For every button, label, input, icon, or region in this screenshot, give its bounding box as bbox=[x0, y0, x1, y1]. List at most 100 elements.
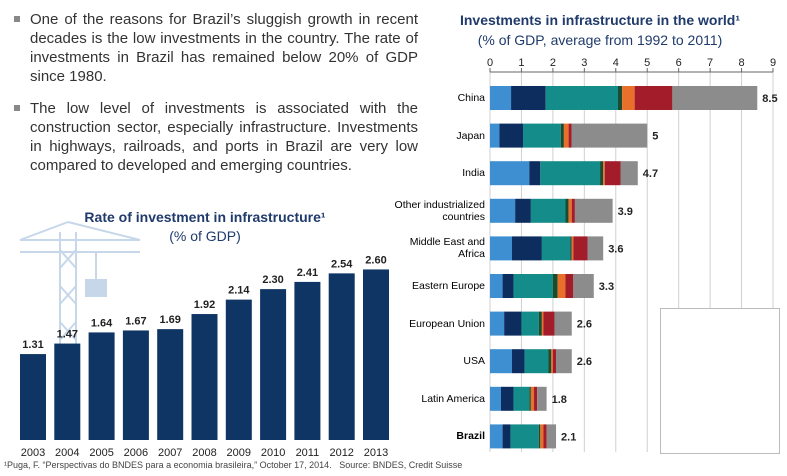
bar bbox=[122, 330, 149, 440]
bar-segment bbox=[557, 274, 566, 298]
value-label: 2.41 bbox=[297, 267, 318, 279]
x-tick-label: 4 bbox=[613, 57, 619, 69]
bar-segment bbox=[541, 236, 571, 261]
bar-segment bbox=[543, 311, 555, 336]
bar-segment bbox=[573, 236, 588, 261]
bar-segment bbox=[490, 86, 512, 110]
chart-title: Investments in infrastructure in the wor… bbox=[459, 12, 741, 28]
bullet-text: One of the reasons for Brazil’s sluggish… bbox=[14, 10, 418, 86]
value-label: 1.69 bbox=[159, 314, 180, 326]
bar-segment bbox=[502, 424, 511, 449]
bar-segment bbox=[570, 236, 572, 261]
bar-segment bbox=[543, 424, 547, 449]
bar-segment bbox=[499, 123, 524, 148]
bar bbox=[88, 332, 115, 440]
x-tick-label: 6 bbox=[676, 57, 682, 69]
bar-segment bbox=[490, 274, 503, 298]
category-label: China bbox=[457, 92, 485, 104]
bar-segment bbox=[501, 386, 514, 411]
bar-segment bbox=[548, 349, 552, 374]
bar-segment bbox=[565, 198, 569, 223]
value-label: 1.31 bbox=[22, 339, 43, 351]
bar-segment bbox=[540, 161, 601, 186]
bar-segment bbox=[512, 349, 525, 374]
category-label: India bbox=[462, 167, 485, 180]
total-label: 2.6 bbox=[577, 319, 592, 331]
bar bbox=[54, 343, 81, 440]
bar-segment bbox=[545, 86, 618, 110]
bar-segment bbox=[513, 274, 553, 298]
x-tick-label: 3 bbox=[581, 57, 587, 69]
bar-segment bbox=[490, 161, 530, 186]
bar-segment bbox=[620, 161, 638, 186]
legend bbox=[660, 308, 780, 454]
total-label: 3.9 bbox=[618, 206, 633, 218]
bar-segment bbox=[490, 198, 516, 223]
bar-segment bbox=[546, 424, 557, 449]
value-label: 1.47 bbox=[57, 329, 78, 341]
x-tick-label: 0 bbox=[487, 57, 493, 69]
bar-segment bbox=[568, 123, 572, 148]
bar bbox=[260, 289, 287, 440]
bar-segment bbox=[512, 236, 542, 261]
bar-segment bbox=[523, 123, 561, 148]
citation: ¹Puga, F. “Perspectivas do BNDES para a … bbox=[4, 460, 332, 470]
bar-segment bbox=[504, 311, 522, 336]
x-tick-label: 2006 bbox=[124, 447, 148, 459]
x-tick-label: 9 bbox=[770, 57, 776, 69]
value-label: 1.67 bbox=[125, 315, 146, 327]
bar-segment bbox=[672, 86, 758, 110]
bar-segment bbox=[554, 311, 572, 336]
total-label: 8.5 bbox=[762, 93, 777, 105]
bar-segment bbox=[515, 198, 531, 223]
bar-segment bbox=[574, 198, 613, 223]
category-label: Latin America bbox=[421, 392, 485, 405]
bar-segment bbox=[529, 161, 541, 186]
total-label: 3.3 bbox=[599, 281, 614, 293]
bar-segment bbox=[540, 424, 544, 449]
x-tick-label: 2013 bbox=[364, 447, 388, 459]
value-label: 2.60 bbox=[365, 254, 386, 266]
category-label: Eastern Europe bbox=[412, 280, 485, 292]
x-tick-label: 2010 bbox=[261, 447, 285, 459]
x-tick-label: 2012 bbox=[329, 447, 353, 459]
value-label: 2.14 bbox=[228, 285, 250, 297]
bar-segment bbox=[490, 349, 513, 374]
x-tick-label: 7 bbox=[707, 57, 713, 69]
bar-segment bbox=[529, 386, 531, 411]
bar-segment bbox=[622, 86, 635, 110]
bar bbox=[294, 281, 321, 440]
category-label: Other industrialized countries bbox=[394, 198, 485, 223]
x-tick-label: 2009 bbox=[227, 447, 251, 459]
bar bbox=[20, 354, 46, 440]
bar-segment bbox=[560, 123, 564, 148]
chart-subtitle: (% of GDP, average from 1992 to 2011) bbox=[477, 32, 723, 48]
bar-segment bbox=[541, 311, 544, 336]
total-label: 1.8 bbox=[552, 394, 567, 406]
bar-segment bbox=[551, 349, 553, 374]
bar-segment bbox=[568, 198, 572, 223]
bar-segment bbox=[604, 161, 621, 186]
bar-segment bbox=[538, 311, 542, 336]
bar-segment bbox=[537, 386, 547, 411]
bar-segment bbox=[634, 86, 673, 110]
bar-segment bbox=[490, 123, 500, 148]
bar-segment bbox=[617, 86, 623, 110]
bar-segment bbox=[563, 123, 569, 148]
bar bbox=[225, 299, 252, 440]
category-label: USA bbox=[463, 355, 485, 368]
chart-title: Rate of investment in infrastructure¹ bbox=[84, 209, 326, 225]
total-label: 5 bbox=[652, 131, 658, 143]
total-label: 2.1 bbox=[561, 431, 576, 443]
bar-segment bbox=[556, 349, 572, 374]
bar-segment bbox=[600, 161, 604, 186]
bar-segment bbox=[571, 236, 574, 261]
category-label: European Union bbox=[409, 317, 485, 330]
value-label: 1.92 bbox=[194, 299, 215, 311]
value-label: 1.64 bbox=[91, 317, 113, 329]
x-tick-label: 2007 bbox=[158, 447, 182, 459]
category-label: Brazil bbox=[456, 430, 485, 443]
bar-segment bbox=[571, 123, 648, 148]
x-tick-label: 8 bbox=[738, 57, 744, 69]
